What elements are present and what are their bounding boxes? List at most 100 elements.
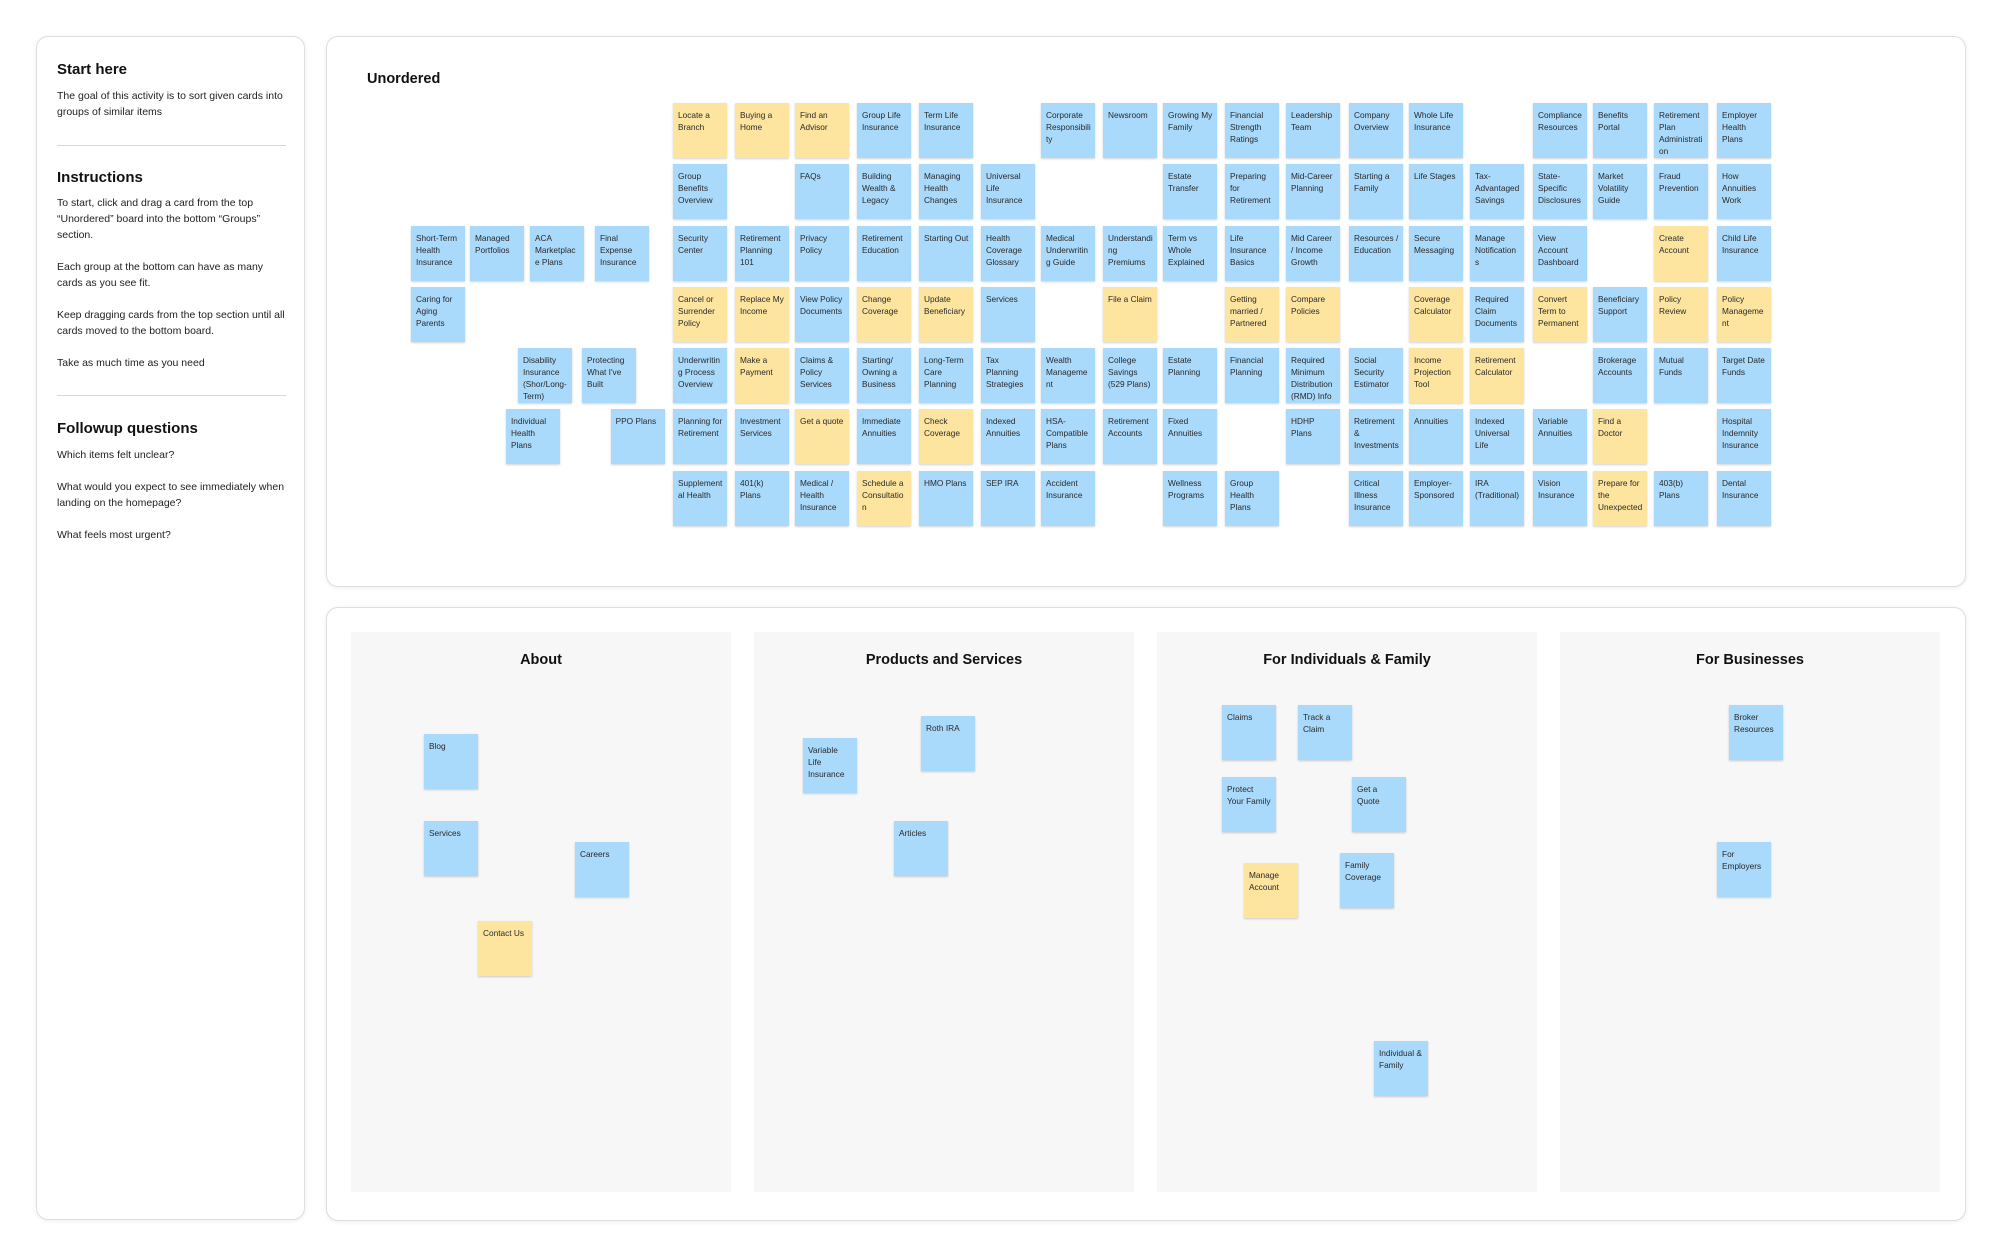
card-resources-education[interactable]: Resources / Education [1349,226,1403,281]
card-medical-health-insurance[interactable]: Medical / Health Insurance [795,471,849,526]
card-fraud-prevention[interactable]: Fraud Prevention [1654,164,1708,219]
card-individual-health-plans[interactable]: Individual Health Plans [506,409,560,464]
card-hmo-plans[interactable]: HMO Plans [919,471,973,526]
card-annuities[interactable]: Annuities [1409,409,1463,464]
card-mutual-funds[interactable]: Mutual Funds [1654,348,1708,403]
card-indexed-annuities[interactable]: Indexed Annuities [981,409,1035,464]
card-policy-review[interactable]: Policy Review [1654,287,1708,342]
card-retirement-and-investments[interactable]: Retirement & Investments [1349,409,1403,464]
card-articles[interactable]: Articles [894,821,948,876]
card-college-savings-529-plans[interactable]: College Savings (529 Plans) [1103,348,1157,403]
card-life-insurance-basics[interactable]: Life Insurance Basics [1225,226,1279,281]
card-ppo-plans[interactable]: PPO Plans [610,409,665,464]
card-managed-portfolios[interactable]: Managed Portfolios [470,226,524,281]
card-retirement-plan-administration[interactable]: Retirement Plan Administration [1654,103,1708,158]
card-long-term-care-planning[interactable]: Long-Term Care Planning [919,348,973,403]
card-estate-transfer[interactable]: Estate Transfer [1163,164,1217,219]
card-life-stages[interactable]: Life Stages [1409,164,1463,219]
card-cancel-or-surrender-policy[interactable]: Cancel or Surrender Policy [673,287,727,342]
card-view-account-dashboard[interactable]: View Account Dashboard [1533,226,1587,281]
card-check-coverage[interactable]: Check Coverage [919,409,973,464]
card-investment-services[interactable]: Investment Services [735,409,789,464]
card-contact-us[interactable]: Contact Us [478,921,532,976]
card-benefits-portal[interactable]: Benefits Portal [1593,103,1647,158]
card-supplemental-health[interactable]: Supplemental Health [673,471,727,526]
card-policy-management[interactable]: Policy Management [1717,287,1771,342]
card-immediate-annuities[interactable]: Immediate Annuities [857,409,911,464]
card-medical-underwriting-guide[interactable]: Medical Underwriting Guide [1041,226,1095,281]
card-create-account[interactable]: Create Account [1654,226,1708,281]
card-brokerage-accounts[interactable]: Brokerage Accounts [1593,348,1647,403]
card-hsa-compatible-plans[interactable]: HSA-Compatible Plans [1041,409,1095,464]
card-starting-a-family[interactable]: Starting a Family [1349,164,1403,219]
card-convert-term-to-permanent[interactable]: Convert Term to Permanent [1533,287,1587,342]
card-fixed-annuities[interactable]: Fixed Annuities [1163,409,1217,464]
card-protect-your-family[interactable]: Protect Your Family [1222,777,1276,832]
card-employer-sponsored[interactable]: Employer-Sponsored [1409,471,1463,526]
card-underwriting-process-overview[interactable]: Underwriting Process Overview [673,348,727,403]
card-getting-married-partnered[interactable]: Getting married / Partnered [1225,287,1279,342]
card-short-term-health-insurance[interactable]: Short-Term Health Insurance [411,226,465,281]
card-sep-ira[interactable]: SEP IRA [981,471,1035,526]
card-employer-health-plans[interactable]: Employer Health Plans [1717,103,1771,158]
card-hospital-indemnity-insurance[interactable]: Hospital Indemnity Insurance [1717,409,1771,464]
card-starting-out[interactable]: Starting Out [919,226,973,281]
card-buying-a-home[interactable]: Buying a Home [735,103,789,158]
card-retirement-education[interactable]: Retirement Education [857,226,911,281]
card-leadership-team[interactable]: Leadership Team [1286,103,1340,158]
card-managing-health-changes[interactable]: Managing Health Changes [919,164,973,219]
card-mid-career-planning[interactable]: Mid-Career Planning [1286,164,1340,219]
card-replace-my-income[interactable]: Replace My Income [735,287,789,342]
card-disability-insurance-shor-long-term[interactable]: Disability Insurance (Shor/Long-Term) [518,348,572,403]
card-careers[interactable]: Careers [575,842,629,897]
card-vision-insurance[interactable]: Vision Insurance [1533,471,1587,526]
card-manage-account[interactable]: Manage Account [1244,863,1298,918]
card-group-benefits-overview[interactable]: Group Benefits Overview [673,164,727,219]
card-growing-my-family[interactable]: Growing My Family [1163,103,1217,158]
card-schedule-a-consultation[interactable]: Schedule a Consultation [857,471,911,526]
card-make-a-payment[interactable]: Make a Payment [735,348,789,403]
card-starting-owning-a-business[interactable]: Starting/ Owning a Business [857,348,911,403]
card-estate-planning[interactable]: Estate Planning [1163,348,1217,403]
card-claims-and-policy-services[interactable]: Claims & Policy Services [795,348,849,403]
card-ira-traditional[interactable]: IRA (Traditional) [1470,471,1524,526]
card-preparing-for-retirement[interactable]: Preparing for Retirement [1225,164,1279,219]
card-tax-planning-strategies[interactable]: Tax Planning Strategies [981,348,1035,403]
card-hdhp-plans[interactable]: HDHP Plans [1286,409,1340,464]
card-company-overview[interactable]: Company Overview [1349,103,1403,158]
card-claims[interactable]: Claims [1222,705,1276,760]
card-caring-for-aging-parents[interactable]: Caring for Aging Parents [411,287,465,342]
card-required-claim-documents[interactable]: Required Claim Documents [1470,287,1524,342]
card-variable-life-insurance[interactable]: Variable Life Insurance [803,738,857,793]
card-get-a-quote[interactable]: Get a quote [795,409,849,464]
card-final-expense-insurance[interactable]: Final Expense Insurance [595,226,649,281]
card-manage-notifications[interactable]: Manage Notifications [1470,226,1524,281]
card-family-coverage[interactable]: Family Coverage [1340,853,1394,908]
card-child-life-insurance[interactable]: Child Life Insurance [1717,226,1771,281]
card-market-volatility-guide[interactable]: Market Volatility Guide [1593,164,1647,219]
card-term-life-insurance[interactable]: Term Life Insurance [919,103,973,158]
card-health-coverage-glossary[interactable]: Health Coverage Glossary [981,226,1035,281]
card-group-health-plans[interactable]: Group Health Plans [1225,471,1279,526]
card-retirement-accounts[interactable]: Retirement Accounts [1103,409,1157,464]
card-how-annuities-work[interactable]: How Annuities Work [1717,164,1771,219]
card-compare-policies[interactable]: Compare Policies [1286,287,1340,342]
card-financial-strength-ratings[interactable]: Financial Strength Ratings [1225,103,1279,158]
card-protecting-what-i-ve-built[interactable]: Protecting What I've Built [582,348,636,403]
card-variable-annuities[interactable]: Variable Annuities [1533,409,1587,464]
card-retirement-planning-101[interactable]: Retirement Planning 101 [735,226,789,281]
card-individual-and-family[interactable]: Individual & Family [1374,1041,1428,1096]
card-coverage-calculator[interactable]: Coverage Calculator [1409,287,1463,342]
card-update-beneficiary[interactable]: Update Beneficiary [919,287,973,342]
card-track-a-claim[interactable]: Track a Claim [1298,705,1352,760]
card-services[interactable]: Services [424,821,478,876]
card-for-employers[interactable]: For Employers [1717,842,1771,897]
card-find-an-advisor[interactable]: Find an Advisor [795,103,849,158]
card-compliance-resources[interactable]: Compliance Resources [1533,103,1587,158]
card-wealth-management[interactable]: Wealth Management [1041,348,1095,403]
card-understanding-premiums[interactable]: Understanding Premiums [1103,226,1157,281]
card-financial-planning[interactable]: Financial Planning [1225,348,1279,403]
card-wellness-programs[interactable]: Wellness Programs [1163,471,1217,526]
card-broker-resources[interactable]: Broker Resources [1729,705,1783,760]
card-secure-messaging[interactable]: Secure Messaging [1409,226,1463,281]
